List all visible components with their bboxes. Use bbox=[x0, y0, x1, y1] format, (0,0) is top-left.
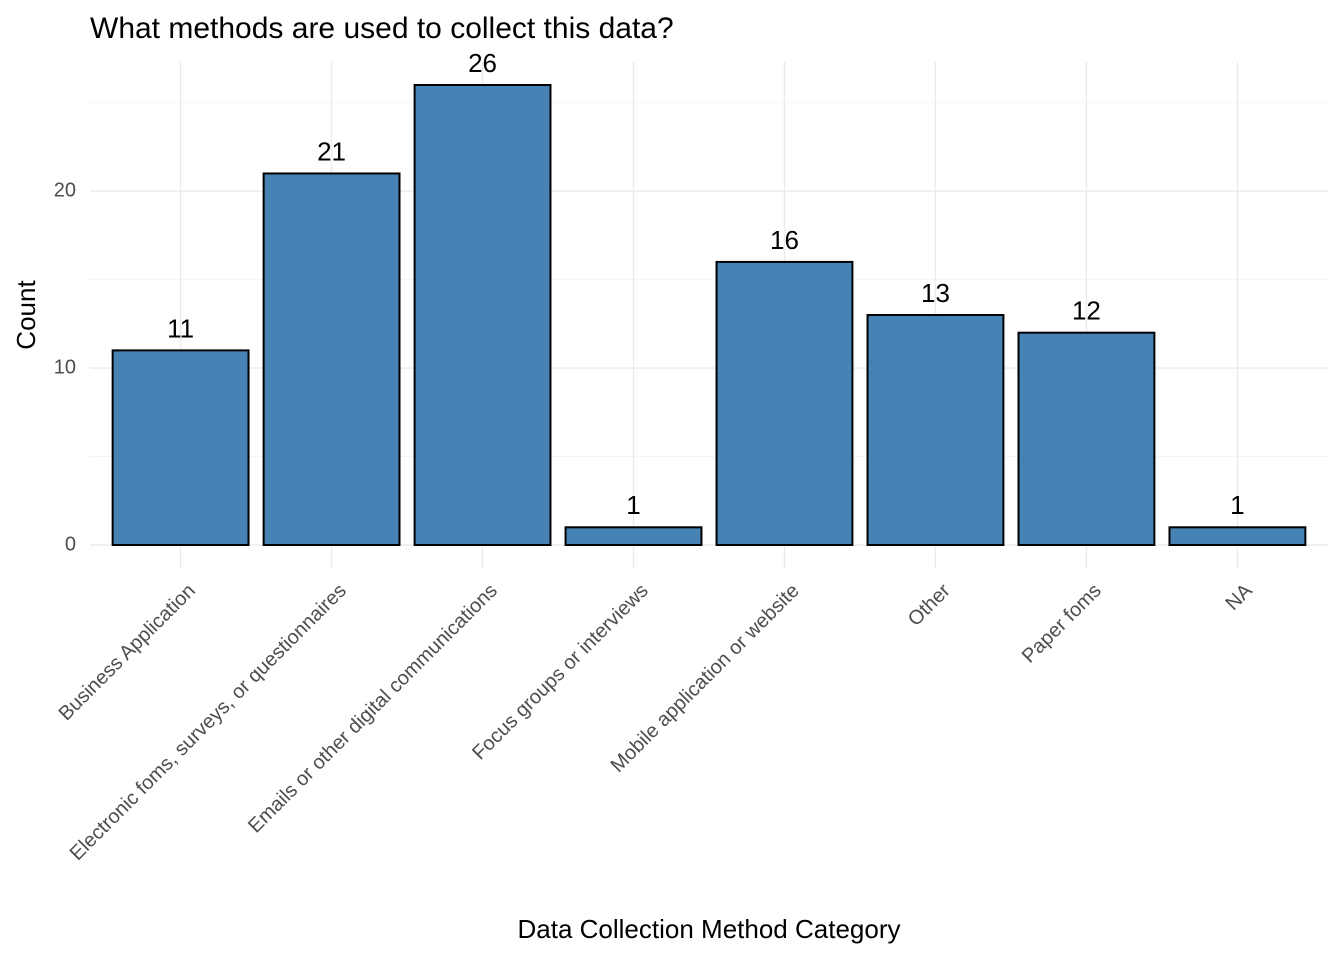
bar bbox=[1168, 526, 1307, 546]
value-label: 13 bbox=[921, 278, 950, 308]
bar bbox=[866, 314, 1005, 546]
x-tick-label: Other bbox=[904, 579, 955, 630]
value-label: 1 bbox=[1230, 490, 1244, 520]
value-label: 12 bbox=[1072, 296, 1101, 326]
value-label: 11 bbox=[167, 313, 194, 343]
y-axis-title: Count bbox=[11, 280, 41, 350]
value-label: 16 bbox=[770, 225, 799, 255]
bar bbox=[262, 172, 401, 546]
y-tick-label: 20 bbox=[54, 179, 76, 201]
x-tick-label: Business Application bbox=[55, 580, 200, 725]
x-tick-label: NA bbox=[1221, 579, 1257, 615]
y-tick-label: 10 bbox=[54, 356, 76, 378]
chart-title: What methods are used to collect this da… bbox=[90, 12, 674, 45]
x-tick-label: Electronic foms, surveys, or questionnai… bbox=[66, 580, 351, 865]
value-label: 21 bbox=[317, 136, 346, 166]
x-tick-label: Paper foms bbox=[1018, 580, 1106, 668]
value-label: 26 bbox=[468, 48, 497, 78]
x-axis-title: Data Collection Method Category bbox=[518, 914, 901, 944]
x-tick-label: Emails or other digital communications bbox=[244, 580, 502, 838]
bar bbox=[715, 260, 854, 546]
bar bbox=[564, 526, 703, 546]
x-tick-label: Focus groups or interviews bbox=[468, 580, 653, 765]
bar bbox=[111, 349, 250, 546]
value-label: 1 bbox=[626, 490, 640, 520]
y-tick-label: 0 bbox=[65, 533, 76, 555]
bar bbox=[1017, 331, 1156, 547]
bar bbox=[413, 84, 552, 546]
